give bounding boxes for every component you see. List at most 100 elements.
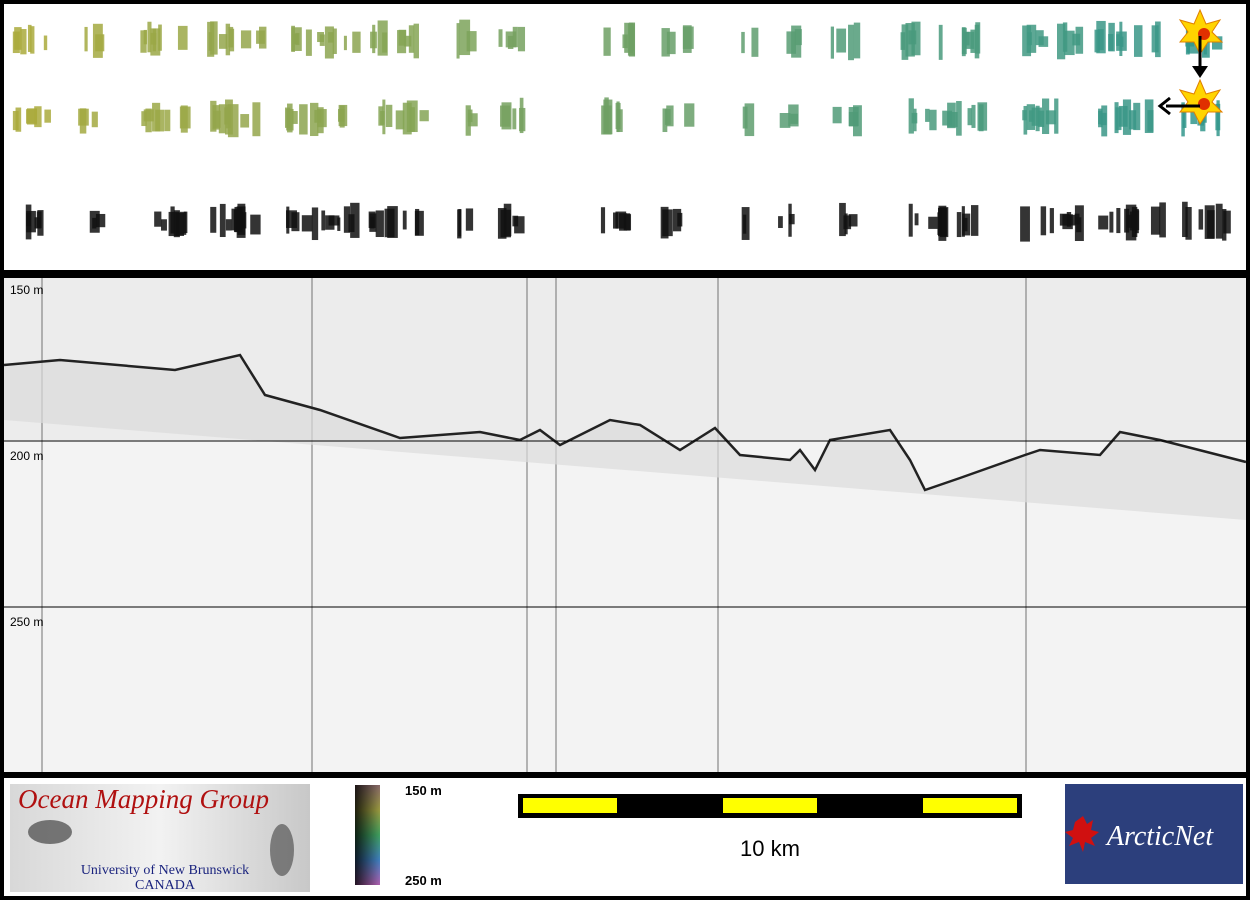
swath-patch: [517, 26, 526, 52]
logo-country: CANADA: [135, 878, 196, 893]
swath-patch: [839, 202, 846, 237]
swath-patch: [256, 30, 265, 44]
swath-patch: [1204, 205, 1215, 239]
swath-patch: [1031, 107, 1042, 126]
swath-patch: [1037, 110, 1045, 128]
logo-university: University of New Brunswick: [81, 863, 249, 878]
swath-patch: [30, 26, 35, 54]
scale-label: 10 km: [740, 836, 800, 861]
swath-patch: [741, 31, 745, 54]
swath-patch: [1022, 25, 1032, 57]
swath-patch: [1185, 206, 1192, 240]
swath-patch: [1150, 206, 1161, 235]
swath-patch: [1115, 107, 1122, 131]
swath-patch: [350, 202, 360, 238]
swath-patch: [219, 203, 226, 238]
swath-patch: [1124, 208, 1130, 233]
swath-patch: [1126, 214, 1133, 228]
swath-patch: [12, 110, 19, 131]
swath-patch: [779, 112, 791, 128]
swath-patch: [938, 205, 947, 241]
swath-patch: [503, 203, 512, 237]
swath-patch: [778, 216, 783, 228]
swath-patch: [164, 109, 171, 132]
swath-patch: [321, 210, 326, 231]
swath-patch: [225, 99, 233, 135]
swath-patch: [1223, 210, 1231, 234]
swath-patch: [908, 98, 914, 134]
swath-patch: [337, 217, 341, 231]
colorbar-label: 250 m: [405, 873, 442, 888]
swath-patch: [794, 29, 802, 46]
swath-patch: [971, 205, 979, 236]
swath-patch: [147, 21, 152, 53]
swath-patch: [832, 106, 842, 124]
swath-patch: [305, 29, 312, 56]
swath-patch: [661, 28, 670, 57]
swath-patch: [844, 213, 848, 235]
swath-patch: [1040, 206, 1047, 236]
swath-patch: [505, 31, 517, 48]
swath-patch: [852, 105, 862, 137]
swath-patch: [26, 210, 36, 233]
swath-patch: [154, 211, 162, 227]
swath-patch: [228, 26, 234, 48]
swath-patch: [848, 214, 858, 227]
swath-patch: [623, 214, 632, 231]
depth-label: 250 m: [10, 615, 43, 629]
swath-patch: [1042, 98, 1050, 135]
swath-patch: [314, 109, 322, 123]
swath-patch: [512, 108, 517, 130]
swath-patch: [368, 211, 376, 228]
swath-patch: [299, 104, 308, 135]
sun-icons: [1157, 8, 1224, 125]
swath-patch: [1074, 213, 1080, 225]
colorbar-shade: [355, 785, 380, 885]
swath-patch: [210, 206, 217, 233]
swath-patch: [514, 216, 525, 234]
swath-patch: [91, 111, 98, 128]
swath-patch: [170, 206, 175, 234]
swath-patch: [301, 215, 313, 232]
swath-patch: [343, 206, 351, 233]
swath-patch: [319, 34, 325, 46]
swath-patch: [512, 215, 519, 227]
logo-title: Ocean Mapping Group: [18, 784, 269, 814]
swath-patch: [161, 219, 167, 231]
swath-patch: [1198, 209, 1204, 230]
swath-patch: [212, 105, 220, 130]
swath-patch: [84, 26, 88, 52]
swath-patch: [914, 213, 919, 226]
swath-patch: [456, 23, 460, 59]
swath-patch: [682, 25, 692, 53]
noise-streaks: [41, 278, 1027, 772]
swath-patch: [666, 105, 674, 127]
swath-patch: [1182, 111, 1187, 128]
swath-patch: [603, 99, 613, 135]
swath-patch: [947, 111, 958, 128]
swath-patch: [660, 206, 669, 239]
swath-patch: [252, 102, 261, 137]
swath-patch: [1096, 20, 1106, 54]
swath-patch: [145, 108, 152, 133]
swath-patch: [177, 25, 188, 50]
swath-patch: [218, 104, 226, 134]
swath-patch: [970, 29, 976, 53]
swath-strips: [12, 19, 1231, 242]
swath-patch: [677, 212, 683, 227]
swath-patch: [788, 203, 792, 237]
swath-patch: [382, 32, 388, 53]
swath-patch: [352, 31, 361, 53]
swath-patch: [227, 104, 239, 138]
swath-patch: [1144, 99, 1154, 134]
swath-patch: [1215, 203, 1223, 239]
swath-patch: [603, 27, 611, 56]
swath-patch: [397, 30, 407, 54]
swath-patch: [402, 102, 412, 135]
swath-patch: [43, 35, 48, 51]
swath-patch: [616, 101, 620, 133]
swath-patch: [26, 108, 38, 125]
swath-patch: [1159, 202, 1166, 238]
